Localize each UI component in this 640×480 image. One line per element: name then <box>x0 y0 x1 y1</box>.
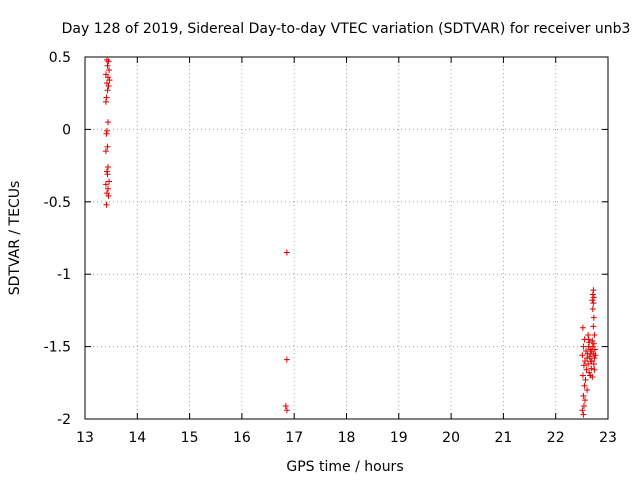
data-point <box>105 193 112 200</box>
x-tick-label: 15 <box>181 430 199 446</box>
x-tick-label: 20 <box>442 430 460 446</box>
data-point <box>102 98 109 105</box>
x-tick-label: 14 <box>128 430 146 446</box>
data-point <box>580 362 587 369</box>
x-tick-label: 19 <box>390 430 408 446</box>
data-point <box>103 127 110 134</box>
data-point <box>103 94 110 101</box>
data-point <box>589 297 596 304</box>
y-axis: -2 -1.5 -1 -0.5 0 0.5 <box>44 50 608 428</box>
y-tick-label: 0 <box>62 122 71 138</box>
data-point <box>103 80 110 87</box>
data-point <box>580 411 587 418</box>
y-axis-title: SDTVAR / TECUs <box>7 181 23 296</box>
data-point <box>581 397 588 404</box>
data-point <box>590 314 597 321</box>
data-point <box>103 168 110 175</box>
data-point <box>584 355 591 362</box>
data-point <box>590 323 597 330</box>
x-axis: 13 14 15 16 17 18 19 20 21 22 23 <box>76 57 617 446</box>
chart-title: Day 128 of 2019, Sidereal Day-to-day VTE… <box>62 21 631 37</box>
data-point <box>589 343 596 350</box>
data-point <box>102 181 109 188</box>
data-point <box>106 77 113 84</box>
data-point <box>592 352 599 359</box>
data-point <box>585 332 592 339</box>
data-point <box>590 287 597 294</box>
data-point <box>589 337 596 344</box>
data-point <box>589 291 596 298</box>
x-tick-label: 22 <box>547 430 565 446</box>
data-point <box>591 366 598 373</box>
data-point <box>105 119 112 126</box>
data-point <box>103 190 110 197</box>
data-point <box>583 366 590 373</box>
y-tick-label: -0.5 <box>44 195 71 211</box>
data-point <box>591 332 598 339</box>
data-point <box>580 402 587 409</box>
data-point <box>585 336 592 343</box>
data-point <box>579 324 586 331</box>
data-point <box>106 67 113 74</box>
x-tick-label: 16 <box>233 430 251 446</box>
data-point <box>283 249 290 256</box>
data-point <box>580 343 587 350</box>
data-point <box>586 353 593 360</box>
data-point <box>587 350 594 357</box>
data-point <box>283 407 290 414</box>
x-tick-label: 17 <box>285 430 303 446</box>
data-point <box>104 62 111 69</box>
data-point <box>590 300 597 307</box>
data-point <box>581 382 588 389</box>
data-point <box>106 178 113 185</box>
data-point <box>584 387 591 394</box>
x-tick-label: 21 <box>494 430 512 446</box>
x-tick-label: 18 <box>338 430 356 446</box>
y-tick-label: 0.5 <box>49 50 71 66</box>
data-point <box>580 392 587 399</box>
x-tick-label: 23 <box>599 430 617 446</box>
data-point <box>588 358 595 365</box>
data-point <box>582 376 589 383</box>
data-point <box>583 347 590 354</box>
data-point <box>105 82 112 89</box>
data-point <box>105 164 112 171</box>
y-tick-label: -2 <box>57 412 71 428</box>
data-point <box>579 407 586 414</box>
data-point <box>589 374 596 381</box>
data-point <box>282 402 289 409</box>
data-point <box>590 340 597 347</box>
x-tick-label: 13 <box>76 430 94 446</box>
data-point <box>579 372 586 379</box>
data-point <box>579 352 586 359</box>
data-point <box>590 294 597 301</box>
data-point <box>591 355 598 362</box>
y-tick-label: -1.5 <box>44 340 71 356</box>
x-axis-title: GPS time / hours <box>286 459 403 475</box>
data-series <box>102 56 599 418</box>
data-point <box>103 201 110 208</box>
data-point <box>104 143 111 150</box>
data-point <box>283 356 290 363</box>
data-point <box>105 185 112 192</box>
data-point <box>102 148 109 155</box>
data-point <box>585 360 592 367</box>
data-point <box>588 365 595 372</box>
data-point <box>586 339 593 346</box>
data-point <box>589 305 596 312</box>
y-tick-label: -1 <box>57 267 71 283</box>
data-point <box>105 58 112 65</box>
data-point <box>103 56 110 63</box>
data-point <box>103 130 110 137</box>
data-point <box>588 347 595 354</box>
grid <box>85 57 608 419</box>
data-point <box>586 369 593 376</box>
data-point <box>104 87 111 94</box>
data-point <box>104 171 111 178</box>
